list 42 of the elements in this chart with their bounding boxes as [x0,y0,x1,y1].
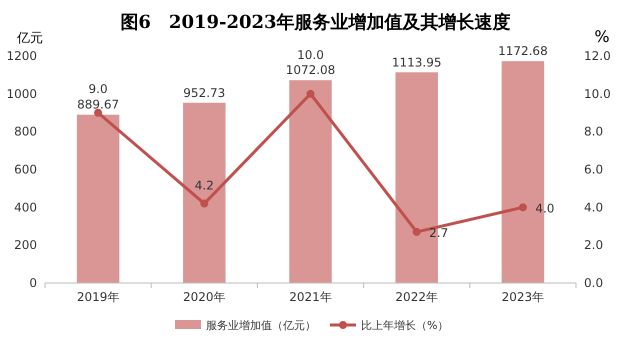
y-tick-label: 1200 [6,49,37,63]
point [94,108,102,117]
y2-tick-label: 10.0 [584,86,611,101]
chart-title: 图6 2019-2023年服务业增加值及其增长速度 [120,12,511,33]
y-tick-label: 200 [14,238,37,252]
x-tick-label: 2023年 [502,290,544,304]
x-tick-label: 2022年 [395,290,438,304]
point [200,200,208,208]
y2-tick-label: 4.0 [584,200,604,214]
y-tick-label: 400 [14,200,37,214]
data-label: 1113.95 [392,55,442,70]
y-tick-label: 0 [29,276,37,290]
y2-tick-label: 6.0 [584,162,604,176]
bar [76,114,120,283]
x-tick-label: 2021年 [289,290,332,304]
legend-label: 服务业增加值（亿元） [206,319,316,332]
data-label: 2.7 [429,226,448,240]
data-label: 4.2 [194,178,214,193]
data-label: 952.73 [183,86,226,100]
y-tick-label: 800 [14,124,37,139]
y-axis-title: 亿元 [16,31,43,46]
data-label: 1172.68 [498,44,548,58]
data-label: 889.67 [77,98,120,112]
x-tick-label: 2019年 [76,290,120,304]
bar [289,80,332,283]
data-label: 10.0 [297,48,324,62]
data-label: 9.0 [88,82,108,96]
y-tick-label: 1000 [6,86,37,101]
point [518,203,527,212]
x-tick-label: 2020年 [183,290,226,304]
y2-tick-label: 0.0 [584,276,604,290]
y2-tick-label: 12.0 [584,49,611,63]
bar [183,102,226,283]
legend-label: 比上年增长（%） [361,319,448,332]
y-tick-label: 600 [14,162,37,176]
point [306,90,314,98]
data-label: 4.0 [535,201,554,216]
y2-axis-title: % [594,27,610,46]
point [412,228,421,236]
y2-tick-label: 8.0 [584,124,604,139]
y2-tick-label: 2.0 [584,238,604,252]
data-label: 1072.08 [286,63,336,78]
